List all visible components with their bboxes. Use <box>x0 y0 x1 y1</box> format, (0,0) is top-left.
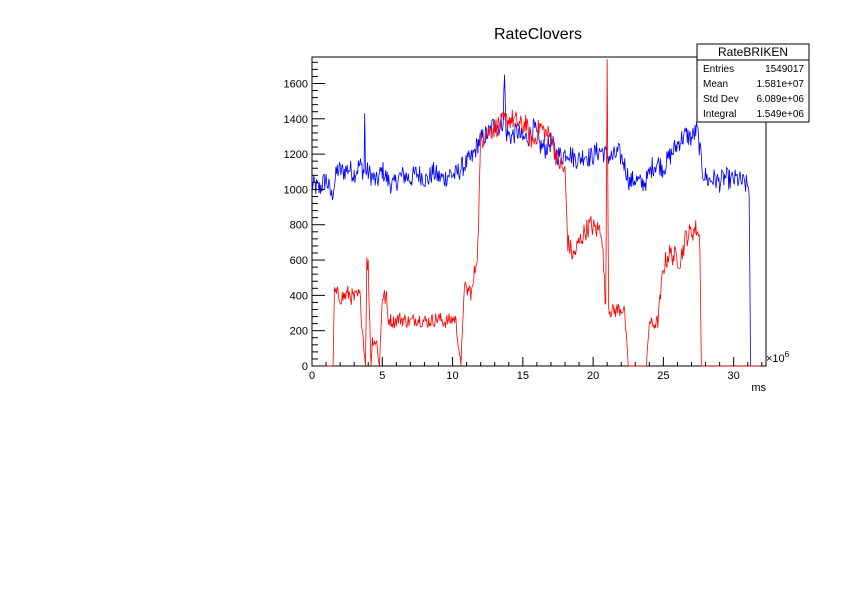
x-tick-label: 20 <box>587 370 599 382</box>
x-tick-label: 25 <box>657 370 669 382</box>
stats-value: 1.549e+06 <box>756 109 804 120</box>
stats-title: RateBRIKEN <box>718 45 788 59</box>
stats-label: Std Dev <box>703 94 739 105</box>
y-tick-label: 200 <box>290 326 308 338</box>
stats-value: 1.581e+07 <box>756 79 804 90</box>
chart-title: RateClovers <box>494 26 582 43</box>
y-tick-label: 1400 <box>284 114 308 126</box>
x-tick-label: 10 <box>446 370 458 382</box>
stats-label: Entries <box>703 64 734 75</box>
x-tick-label: 30 <box>728 370 740 382</box>
y-tick-label: 800 <box>290 220 308 232</box>
y-tick-label: 0 <box>302 361 308 373</box>
stats-box-border <box>696 43 810 123</box>
stats-value: 1549017 <box>765 64 804 75</box>
y-tick-label: 1000 <box>284 184 308 196</box>
stats-label: Integral <box>703 109 736 120</box>
y-tick-label: 400 <box>290 290 308 302</box>
y-tick-label: 1200 <box>284 149 308 161</box>
plot-frame <box>311 56 767 367</box>
x-multiplier-label: ×106 <box>766 350 790 365</box>
x-axis-label: ms <box>751 382 766 394</box>
x-multiplier-base: ×10 <box>766 353 785 365</box>
x-tick-label: 5 <box>379 370 385 382</box>
x-tick-label: 0 <box>309 370 315 382</box>
series-line-0 <box>311 74 751 367</box>
y-tick-label: 600 <box>290 255 308 267</box>
stats-rows: Entries 1549017 Mean 1.581e+07 Std Dev 6.089e… <box>703 64 804 120</box>
series-line-1 <box>312 59 762 367</box>
x-tick-label: 15 <box>517 370 529 382</box>
axes-group: 0 5 10 15 20 25 30 0 200 400 600 800 1000 1200 1400 160… <box>284 61 763 382</box>
stats-value: 6.089e+06 <box>756 94 804 105</box>
stats-label: Mean <box>703 79 728 90</box>
y-tick-label: 1600 <box>284 78 308 90</box>
stats-box: RateBRIKEN Entries 1549017 Mean 1.581e+07 St… <box>696 43 810 123</box>
plot-area-border <box>311 56 767 367</box>
x-multiplier-exp: 6 <box>785 350 790 359</box>
series-group <box>311 59 762 367</box>
